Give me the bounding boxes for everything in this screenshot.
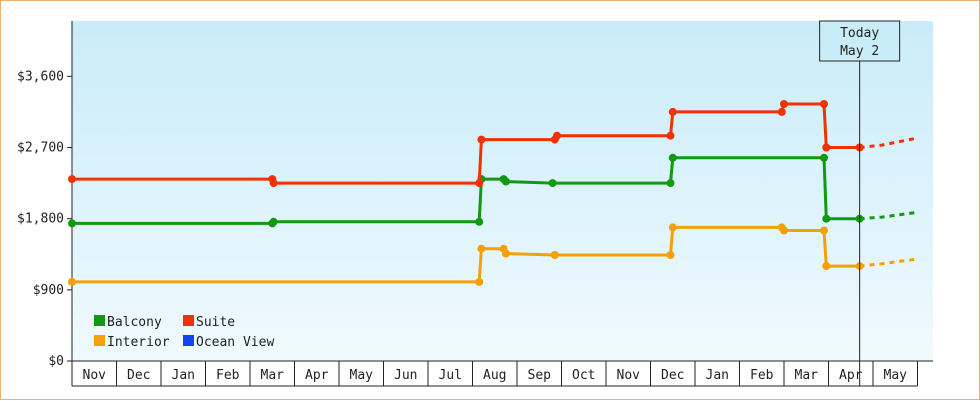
today-marker: Today May 2 [819,20,901,386]
legend-swatch [94,335,105,346]
x-month-label: Apr [839,368,863,383]
x-month-label: Feb [750,368,774,383]
x-month-label: Feb [216,368,240,383]
legend-label: Interior [107,335,170,350]
data-point [475,217,484,226]
x-month-label: Jan [172,368,195,383]
x-month-label: Dec [661,368,684,383]
data-point [822,262,831,271]
y-axis: $0 $900 $1,800 $2,700 $3,600 [17,21,73,386]
x-month-label: Aug [483,368,506,383]
data-point [668,107,677,116]
x-month-label: May [884,368,908,383]
legend-item-ocean-view: Ocean View [183,335,274,350]
data-point [475,277,484,286]
legend-item-suite: Suite [183,315,235,330]
data-point [68,175,76,184]
x-axis: Nov Dec Jan Feb Mar Apr May Jun Jul Aug Sep Oct Nov D… [71,360,933,387]
x-month-label: Jun [394,368,417,383]
data-point [666,179,675,188]
legend-label: Ocean View [196,335,274,350]
data-point [820,153,828,162]
data-point [475,179,484,188]
data-point [477,244,486,253]
series-line [72,102,860,185]
today-label: Today [840,26,879,41]
data-point [477,135,486,144]
y-tick-label: $2,700 [17,141,64,156]
legend-swatch [183,315,194,326]
legend-item-interior: Interior [94,335,170,350]
x-month-label: Jan [706,368,729,383]
data-point [820,100,828,108]
data-point [553,131,561,140]
data-point [550,251,559,259]
series-interior [68,223,918,286]
x-month-label: Dec [127,368,150,383]
legend-label: Balcony [107,315,162,330]
data-point [822,143,831,152]
series-layer [68,100,918,286]
data-point [68,219,76,228]
today-date: May 2 [840,44,879,59]
x-month-label: Jul [439,368,462,383]
series-projection [859,210,918,221]
data-point [548,179,557,188]
series-suite [68,100,918,188]
data-point [666,131,675,140]
y-tick-label: $0 [48,354,64,369]
data-point [820,226,828,235]
today-box [819,20,901,62]
y-tick-label: $3,600 [17,69,64,84]
data-point [666,251,675,259]
data-point [777,107,786,116]
x-month-label: May [350,368,374,383]
data-point [822,214,831,223]
y-tick-label: $1,800 [17,212,64,227]
data-point [668,223,677,232]
x-month-label: Sep [528,368,552,383]
legend-label: Suite [196,315,235,330]
data-point [668,153,677,162]
data-point [269,217,278,226]
series-projection [859,257,918,268]
y-tick-label: $900 [33,283,64,298]
x-month-label: Nov [617,368,641,383]
data-point [501,177,510,186]
legend-swatch [94,315,105,326]
x-month-label: Nov [83,368,107,383]
data-point [68,277,76,286]
plot-area [72,21,933,361]
x-month-label: Apr [305,368,329,383]
x-month-label: Oct [572,368,595,383]
x-month-label: Mar [795,368,819,383]
series-balcony [68,153,918,228]
data-point [780,100,788,108]
data-point [780,226,788,235]
data-point [269,179,278,188]
legend: Balcony Suite Interior Ocean View [94,315,274,350]
data-point [501,249,510,258]
legend-item-balcony: Balcony [94,315,162,330]
series-projection [859,136,918,149]
legend-swatch [183,335,194,346]
x-month-label: Mar [261,368,285,383]
